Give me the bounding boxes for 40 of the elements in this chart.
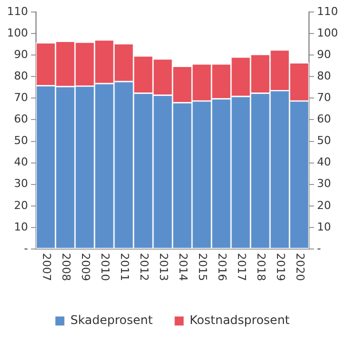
- y-tick-label: -: [24, 242, 28, 255]
- y2-tick-label: 40: [317, 156, 332, 169]
- x-tick-label: 2010: [98, 253, 112, 281]
- x-tick-label: 2017: [234, 253, 248, 281]
- y-tick-label: 30: [14, 177, 28, 190]
- y-tick-label: 70: [14, 91, 28, 104]
- y2-tick-label: 10: [317, 220, 332, 234]
- x-tick-label: 2013: [156, 253, 170, 281]
- x-tick-label: 2014: [176, 253, 190, 281]
- x-tick-label: 2020: [293, 253, 306, 281]
- legend-label: Kostnadsprosent: [190, 313, 290, 328]
- legend-label: Skadeprosent: [70, 313, 153, 328]
- y2-tick-label: 30: [317, 177, 332, 190]
- y2-tick-label: 90: [317, 48, 332, 61]
- y2-tick-label: 20: [317, 198, 332, 212]
- y-tick-label: 20: [14, 198, 28, 212]
- x-tick-label: 2016: [215, 253, 228, 281]
- y2-tick-label: 80: [317, 69, 332, 82]
- y-tick-label: 50: [14, 134, 28, 148]
- y2-tick-label: -: [317, 242, 322, 255]
- y-tick-label: 80: [14, 69, 28, 82]
- y2-tick-label: 70: [317, 91, 332, 104]
- x-tick-label: 2008: [59, 253, 72, 281]
- x-tick-label: 2019: [274, 253, 287, 281]
- y2-tick-label: 60: [317, 112, 332, 126]
- x-tick-label: 2015: [196, 253, 209, 281]
- y2-tick-label: 100: [317, 26, 338, 40]
- y2-tick-label: 50: [317, 134, 332, 148]
- y2-tick-label: 110: [317, 4, 338, 18]
- y-tick-label: 60: [14, 112, 28, 126]
- y-tick-label: 90: [14, 48, 28, 61]
- x-tick-label: 2018: [254, 253, 268, 281]
- y-tick-label: 100: [6, 26, 28, 40]
- x-tick-label: 2007: [40, 253, 53, 281]
- y-tick-label: 40: [14, 156, 28, 169]
- x-tick-label: 2009: [78, 253, 92, 281]
- x-tick-label: 2012: [137, 253, 150, 281]
- y-tick-label: 10: [14, 220, 28, 234]
- y-tick-label: 110: [6, 4, 28, 18]
- x-tick-label: 2011: [118, 253, 131, 281]
